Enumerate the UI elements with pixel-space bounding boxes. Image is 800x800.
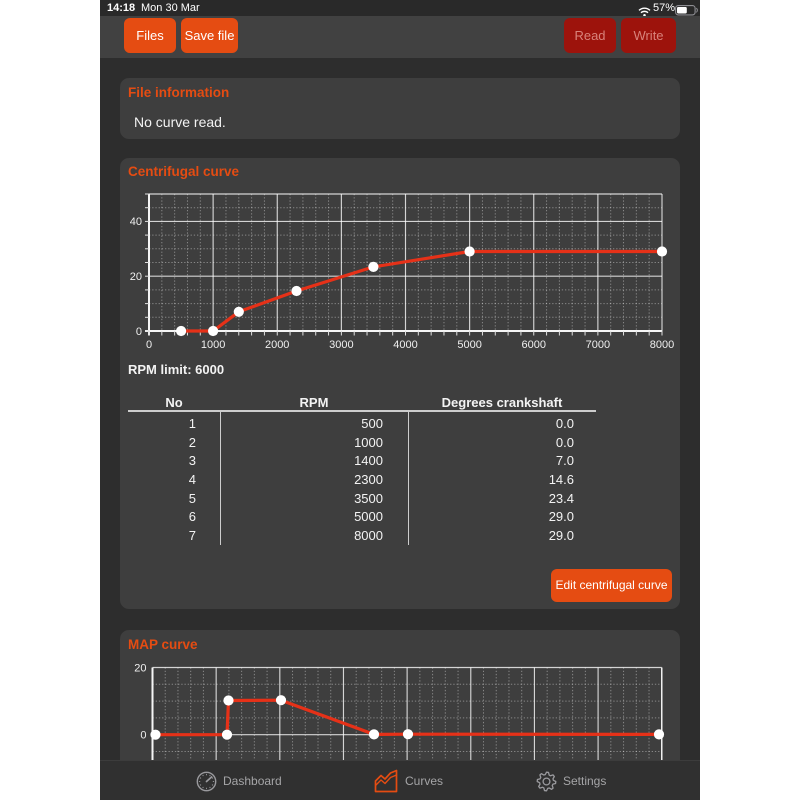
svg-text:0: 0 [146,339,152,351]
svg-text:0: 0 [140,730,146,742]
svg-text:2000: 2000 [265,339,289,351]
svg-text:8000: 8000 [650,339,674,351]
svg-text:6000: 6000 [522,339,546,351]
svg-text:1000: 1000 [201,339,225,351]
svg-text:20: 20 [130,271,142,283]
svg-text:7000: 7000 [586,339,610,351]
svg-text:4000: 4000 [393,339,417,351]
svg-text:5000: 5000 [457,339,481,351]
svg-text:20: 20 [134,664,146,674]
svg-text:40: 40 [130,216,142,228]
svg-text:3000: 3000 [329,339,353,351]
svg-text:0: 0 [136,326,142,338]
